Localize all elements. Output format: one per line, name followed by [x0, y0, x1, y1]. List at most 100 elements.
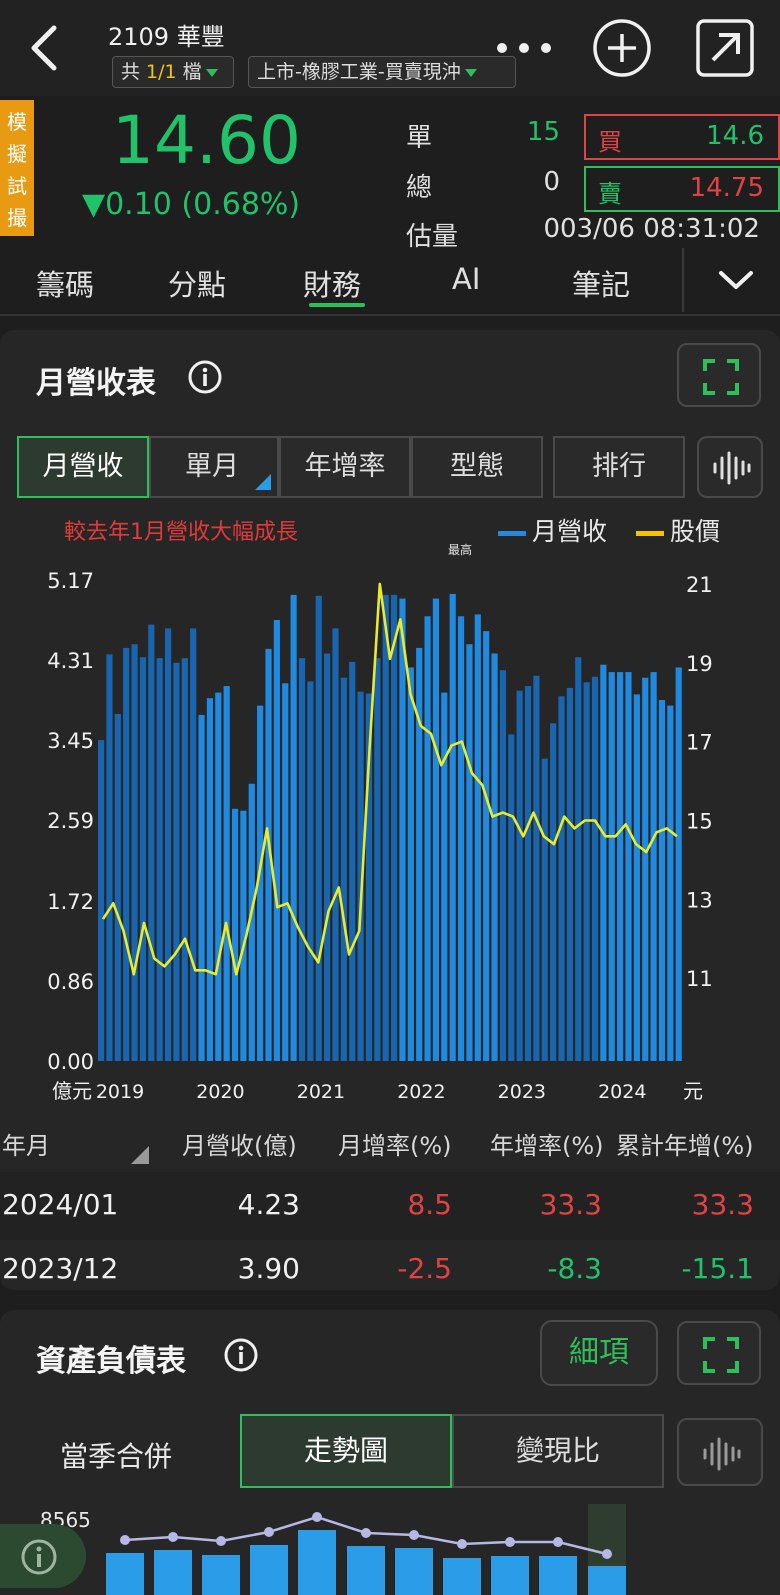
revenue-bar [625, 672, 632, 1061]
revenue-bar [407, 667, 414, 1061]
balance-point [409, 1530, 419, 1540]
total-volume-value: 0 [543, 167, 560, 197]
add-watchlist-icon[interactable] [592, 18, 652, 78]
balance-bar [347, 1546, 385, 1595]
tab-notes[interactable]: 筆記 [572, 268, 631, 302]
balance-point [602, 1549, 612, 1559]
balance-point [457, 1539, 467, 1549]
revenue-bar [533, 675, 540, 1061]
voice-button[interactable] [677, 1418, 763, 1486]
revenue-bar [156, 658, 163, 1061]
info-icon[interactable] [224, 1338, 258, 1372]
legend-revenue-label: 月營收 [532, 517, 608, 546]
cell-mom: 8.5 [407, 1188, 452, 1221]
file-count-chip[interactable]: 共 1/1 檔 [112, 56, 234, 88]
chevron-down-icon [464, 68, 477, 77]
tab-chips[interactable]: 籌碼 [36, 268, 95, 302]
segment-trend-chart[interactable]: 走勢圖 [240, 1414, 452, 1488]
open-external-icon[interactable] [695, 18, 755, 78]
revenue-bar [340, 677, 347, 1061]
col-month[interactable]: 年月 [2, 1132, 50, 1160]
legend-swatch-revenue [498, 530, 526, 536]
x-axis-tick: 2020 [196, 1081, 244, 1103]
chevron-down-icon[interactable] [716, 266, 756, 294]
balance-point [505, 1537, 515, 1547]
voice-button[interactable] [697, 436, 763, 498]
segment-liquidity-ratio[interactable]: 變現比 [452, 1414, 664, 1488]
more-options-icon[interactable] [494, 34, 554, 62]
col-cumulative[interactable]: 累計年增(%) [616, 1132, 754, 1160]
segment-monthly-revenue[interactable]: 月營收 [17, 436, 149, 498]
segment-single-month[interactable]: 單月 [149, 436, 279, 498]
revenue-bar [131, 644, 138, 1061]
balance-point [553, 1537, 563, 1547]
revenue-bar [675, 667, 682, 1061]
fullscreen-button[interactable] [677, 343, 761, 407]
left-axis-tick: 1.72 [47, 890, 94, 914]
soundwave-icon [713, 451, 751, 485]
left-axis-unit: 億元 [52, 1079, 92, 1103]
legend-swatch-price [636, 530, 664, 536]
revenue-bar [667, 705, 674, 1061]
balance-point [361, 1528, 371, 1538]
period-label[interactable]: 當季合併 [60, 1440, 173, 1473]
floating-info-button[interactable] [0, 1524, 86, 1588]
best-bid-box[interactable]: 買 14.6 [584, 114, 780, 160]
legend-price: 股價 [636, 512, 720, 548]
revenue-bar [98, 740, 105, 1061]
left-axis-tick: 0.86 [47, 970, 94, 994]
peak-label: 最高 [448, 542, 472, 557]
tab-ai[interactable]: AI [452, 262, 481, 296]
active-tab-indicator [309, 303, 365, 307]
estimated-volume-value: 0 [543, 214, 560, 244]
revenue-bar [432, 598, 440, 1061]
segment-yoy[interactable]: 年增率 [279, 436, 411, 498]
detail-button[interactable]: 細項 [540, 1320, 658, 1386]
revenue-bar [457, 616, 465, 1061]
segment-ranking[interactable]: 排行 [553, 436, 685, 498]
col-revenue[interactable]: 月營收(億) [182, 1132, 297, 1160]
cell-mom: -2.5 [397, 1252, 452, 1284]
revenue-bar [206, 698, 213, 1061]
fullscreen-button[interactable] [677, 1321, 761, 1385]
bid-label: 買 [598, 128, 622, 156]
revenue-bar [558, 696, 565, 1061]
left-axis-tick: 4.31 [47, 649, 94, 673]
segment-pattern[interactable]: 型態 [411, 436, 543, 498]
revenue-bar [349, 661, 356, 1061]
back-arrow-icon[interactable] [20, 22, 72, 74]
revenue-bar [198, 714, 205, 1061]
info-icon[interactable] [188, 360, 222, 394]
revenue-bar [391, 594, 398, 1061]
tab-divider [682, 248, 684, 312]
revenue-bar [424, 616, 431, 1061]
estimated-volume-label: 估量 [406, 222, 459, 252]
left-axis-tick: 2.59 [47, 809, 94, 833]
revenue-bar [441, 692, 448, 1061]
tab-financials[interactable]: 財務 [303, 268, 362, 302]
tab-branches[interactable]: 分點 [168, 268, 227, 302]
cell-month: 2023/12 [2, 1252, 119, 1284]
x-axis-tick: 2022 [397, 1081, 445, 1103]
best-ask-box[interactable]: 賣 14.75 [584, 166, 780, 212]
cell-revenue: 3.90 [237, 1252, 300, 1284]
revenue-chart[interactable]: 最高 5.17 4.31 3.45 2.59 1.72 0.86 0.00 21 19 17 15 13… [0, 540, 780, 1112]
table-row[interactable]: 2023/12 3.90 -2.5 -8.3 -15.1 [0, 1240, 780, 1284]
revenue-bar [290, 594, 297, 1061]
total-volume-label: 總 [406, 173, 433, 203]
col-mom[interactable]: 月增率(%) [338, 1132, 452, 1160]
revenue-bar [600, 664, 607, 1061]
balance-bar [154, 1550, 192, 1595]
table-row[interactable]: 2024/01 4.23 8.5 33.3 33.3 [0, 1172, 780, 1240]
revenue-bar [173, 662, 180, 1061]
table-body[interactable]: 2024/01 4.23 8.5 33.3 33.3 2023/12 3.90 … [0, 1172, 780, 1284]
col-yoy[interactable]: 年增率(%) [490, 1132, 604, 1160]
balance-mini-chart[interactable] [0, 1500, 780, 1595]
category-chip[interactable]: 上市-橡膠工業-買賣現沖 [248, 56, 516, 88]
legend-revenue: 月營收 [498, 512, 607, 548]
right-axis-unit: 元 [683, 1079, 703, 1103]
revenue-bar [324, 653, 331, 1061]
balance-bar [250, 1545, 288, 1595]
right-axis-tick: 11 [686, 967, 713, 991]
balance-bar [298, 1530, 336, 1595]
